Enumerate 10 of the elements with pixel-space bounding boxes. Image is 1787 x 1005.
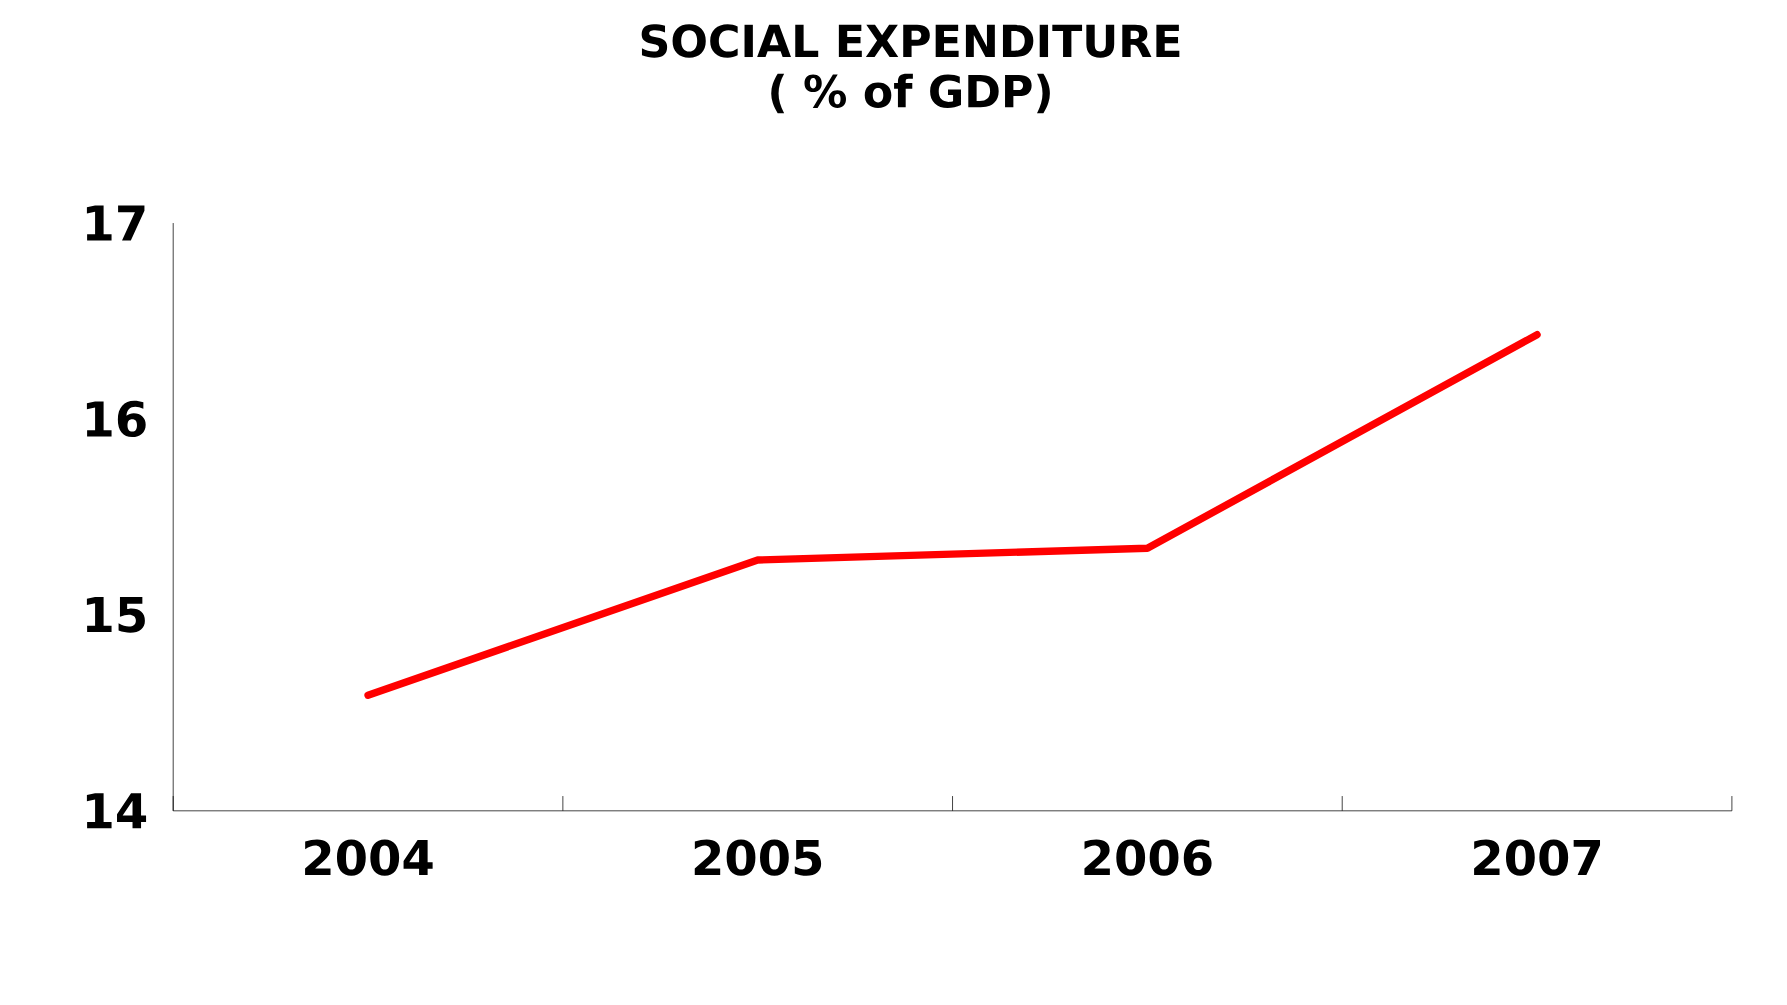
y-tick-label: 14 bbox=[86, 793, 147, 829]
chart-title: SOCIAL EXPENDITURE bbox=[641, 24, 1180, 58]
x-tick-label: 2007 bbox=[1474, 839, 1601, 876]
x-tick-label: 2004 bbox=[305, 839, 433, 876]
y-tick-label: 16 bbox=[86, 400, 146, 438]
chart-subtitle: ( % of GDP) bbox=[771, 73, 1050, 114]
x-tick-label: 2005 bbox=[694, 839, 822, 876]
x-tick-label: 2006 bbox=[1084, 839, 1212, 876]
y-tick-label: 17 bbox=[86, 205, 145, 241]
y-tick-label: 15 bbox=[86, 597, 145, 633]
